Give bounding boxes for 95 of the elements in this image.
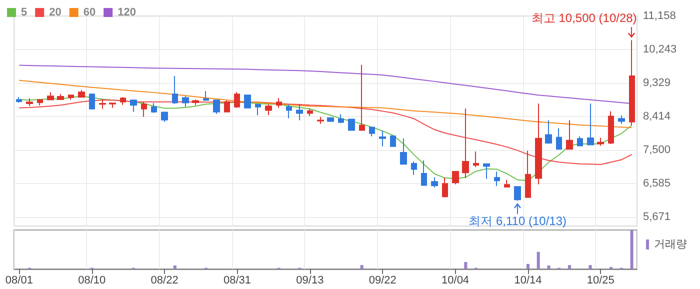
- bar: [588, 265, 592, 269]
- x-tick-label: 10/04: [442, 274, 470, 286]
- candlestick: [618, 115, 625, 124]
- candlestick: [244, 94, 251, 108]
- candlestick: [255, 104, 261, 116]
- x-tick-label: 08/10: [78, 274, 106, 286]
- candlestick: [109, 102, 116, 108]
- candlestick: [494, 171, 500, 186]
- candlestick: [587, 102, 594, 146]
- x-tick-label: 09/13: [296, 274, 324, 286]
- candlestick: [307, 108, 313, 116]
- candlestick: [452, 171, 459, 185]
- bar: [526, 264, 530, 269]
- candlestick: [525, 150, 531, 198]
- candlestick: [369, 126, 375, 137]
- candlestick: [286, 104, 292, 119]
- candlestick: [400, 138, 407, 165]
- annotation: 최고 10,500 (10/28): [531, 11, 637, 26]
- candlestick: [151, 102, 157, 114]
- candlestick: [462, 108, 469, 178]
- y-tick-label: 6,585: [643, 177, 671, 190]
- candlestick: [317, 116, 324, 124]
- bar: [630, 230, 634, 269]
- candlestick: [192, 98, 199, 106]
- candlestick: [203, 90, 209, 102]
- candlestick: [608, 110, 614, 145]
- candlestick: [483, 163, 490, 180]
- candlestick: [504, 179, 510, 188]
- y-tick-label: 9,329: [643, 76, 671, 89]
- candlestick: [577, 136, 583, 146]
- candlestick: [161, 112, 168, 122]
- line-series: [18, 96, 632, 182]
- candlestick: [421, 160, 427, 186]
- candlestick: [442, 177, 448, 198]
- candlestick: [629, 40, 635, 126]
- candlestick: [535, 102, 542, 185]
- y-tick-label: 8,414: [643, 110, 671, 122]
- bar: [360, 265, 364, 269]
- legend-label: 20: [49, 6, 62, 18]
- candlestick: [566, 120, 573, 150]
- bar: [464, 262, 468, 269]
- candlestick: [473, 150, 479, 168]
- legend-label: 120: [118, 6, 136, 18]
- candlestick: [57, 94, 64, 100]
- candlestick: [47, 92, 54, 100]
- y-tick-label: 11,158: [643, 10, 676, 22]
- legend-label: 5: [21, 6, 28, 18]
- bar: [568, 265, 572, 269]
- candlestick: [68, 94, 74, 100]
- x-tick-label: 08/01: [5, 274, 33, 286]
- candlestick: [327, 116, 334, 122]
- candlestick: [276, 98, 282, 108]
- candlestick: [172, 76, 178, 104]
- candlestick: [99, 98, 106, 110]
- candlestick: [514, 186, 521, 202]
- candlestick: [120, 96, 126, 106]
- candlestick: [37, 98, 43, 106]
- line-series: [18, 100, 632, 166]
- candlestick: [26, 98, 33, 107]
- candlestick: [390, 136, 396, 147]
- candlestick: [130, 100, 137, 112]
- candlestick: [556, 128, 562, 150]
- candlestick: [16, 96, 22, 104]
- candlestick: [379, 130, 386, 147]
- bar: [547, 265, 550, 269]
- candlestick: [411, 160, 417, 176]
- candlestick: [234, 92, 240, 108]
- candlestick: [597, 137, 604, 146]
- candlestick: [359, 64, 365, 131]
- x-tick-label: 08/31: [223, 274, 252, 286]
- candlestick: [296, 104, 303, 121]
- candlestick: [338, 114, 344, 124]
- x-tick-label: 09/22: [368, 274, 396, 286]
- candlestick: [265, 104, 272, 116]
- candlestick: [89, 94, 95, 110]
- y-tick-label: 5,671: [643, 210, 671, 223]
- candlestick: [224, 100, 230, 112]
- y-tick-label: 7,500: [643, 144, 671, 156]
- candlestick: [213, 100, 220, 114]
- y-tick-label: 10,243: [643, 43, 677, 56]
- x-tick-label: 08/22: [150, 274, 178, 286]
- bar: [536, 252, 540, 269]
- candlestick: [348, 118, 355, 131]
- x-tick-label: 10/14: [514, 274, 542, 286]
- candlestick: [141, 101, 147, 118]
- candlestick: [78, 90, 85, 98]
- x-tick-label: 10/25: [586, 274, 614, 286]
- legend-label: 60: [83, 6, 96, 18]
- line-series: [18, 80, 632, 128]
- bar: [173, 265, 176, 269]
- annotation: 최저 6,110 (10/13): [468, 214, 566, 228]
- legend-label: 거래량: [654, 238, 687, 250]
- candlestick: [182, 96, 189, 108]
- candlestick: [431, 176, 438, 188]
- candlestick: [545, 120, 552, 144]
